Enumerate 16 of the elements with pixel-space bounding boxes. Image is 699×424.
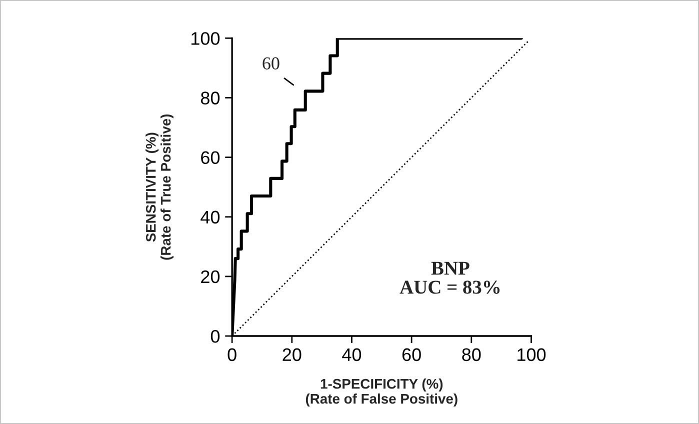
annotation: BNP AUC = 83% (400, 262, 500, 294)
x-tick-label: 20 (282, 348, 302, 362)
y-tick-label: 100 (192, 32, 220, 45)
y-tick-label: 0 (210, 330, 220, 343)
annotation: 60 (262, 57, 280, 70)
y-tick-label: 60 (201, 151, 220, 164)
y-tick-label: 20 (201, 270, 220, 284)
y-tick-label: 40 (200, 210, 220, 224)
x-tick-label: 40 (342, 348, 362, 362)
y-tick-label: 80 (200, 92, 220, 104)
x-tick-label: 0 (228, 348, 236, 362)
y-axis-title: SENSITIVITY (%) (Rate of True Positive) (146, 114, 174, 260)
x-axis-title: 1-SPECIFICITY (%) (Rate of False Positive) (306, 378, 458, 406)
x-tick-label: 100 (518, 348, 546, 362)
x-tick-label: 80 (462, 348, 481, 362)
x-tick-label: 60 (402, 348, 421, 362)
